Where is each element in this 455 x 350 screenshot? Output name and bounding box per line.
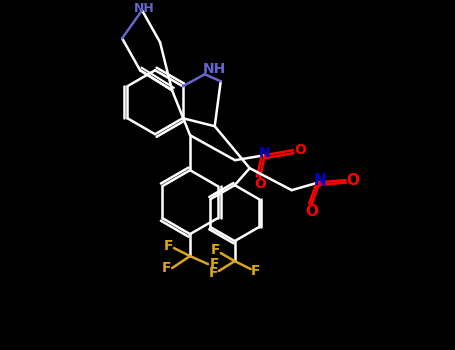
Text: O: O (346, 173, 359, 188)
Text: F: F (163, 239, 173, 253)
Text: F: F (209, 257, 219, 271)
Text: NH: NH (203, 62, 226, 76)
Text: NH: NH (134, 2, 154, 15)
Text: F: F (211, 243, 221, 257)
Text: O: O (305, 204, 318, 219)
Text: F: F (162, 261, 171, 275)
Text: O: O (254, 177, 266, 191)
Text: F: F (209, 266, 218, 280)
Text: O: O (294, 143, 306, 157)
Text: F: F (251, 264, 260, 278)
Text: N: N (313, 173, 326, 188)
Text: N: N (259, 146, 271, 160)
